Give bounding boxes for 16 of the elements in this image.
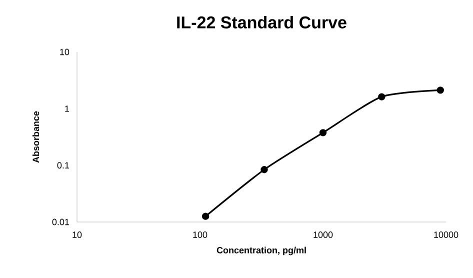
y-tick-label: 0.1 bbox=[57, 162, 70, 169]
x-tick-label: 100 bbox=[193, 232, 208, 238]
y-axis-title: Absorbance bbox=[32, 111, 40, 163]
y-tick-label: 0.01 bbox=[52, 218, 70, 226]
x-axis-title: Concentration, pg/ml bbox=[216, 246, 306, 256]
y-tick-label: 10 bbox=[60, 48, 70, 56]
point bbox=[260, 166, 268, 174]
point bbox=[202, 212, 210, 220]
chart-title: IL-22 Standard Curve bbox=[177, 16, 346, 28]
x-tick-label: 10000 bbox=[434, 232, 458, 238]
point bbox=[378, 93, 386, 100]
point bbox=[319, 129, 327, 136]
point bbox=[436, 86, 444, 94]
x-tick-label: 10 bbox=[72, 232, 82, 238]
x-tick-label: 1000 bbox=[314, 232, 333, 238]
y-tick-label: 1 bbox=[65, 106, 70, 112]
